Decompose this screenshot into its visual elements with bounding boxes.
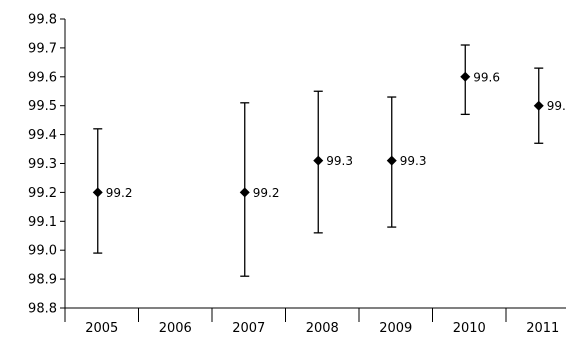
data-label: 99.3 (326, 154, 353, 168)
x-tick-label: 2007 (232, 321, 265, 336)
diamond-marker (460, 71, 471, 82)
data-label: 99.5 (547, 99, 566, 113)
diamond-marker (239, 187, 250, 198)
data-label: 99.6 (473, 70, 500, 84)
y-tick-label: 98.9 (28, 273, 57, 288)
data-labels: 99.2 99.2 99.3 99.3 99.6 99.5 (106, 70, 566, 200)
data-label: 99.2 (106, 186, 133, 200)
y-tick-label: 99.7 (28, 41, 57, 56)
data-label: 99.3 (400, 154, 427, 168)
y-tick-label: 99.4 (28, 128, 57, 143)
x-tick-label: 2005 (85, 321, 118, 336)
y-tick-label: 99.2 (28, 186, 57, 201)
y-tick-label: 99.0 (28, 244, 57, 259)
x-tick-label: 2010 (453, 321, 486, 336)
y-tick-labels: 98.8 98.9 99.0 99.1 99.2 99.3 99.4 99.5 99.6 99.7… (28, 13, 57, 317)
x-tick-label: 2008 (306, 321, 339, 336)
axes (60, 18, 566, 322)
diamond-marker (313, 155, 324, 166)
x-tick-label: 2011 (526, 321, 559, 336)
data-markers (92, 71, 544, 198)
y-tick-label: 99.8 (28, 13, 57, 28)
x-tick-label: 2006 (159, 321, 192, 336)
y-tick-label: 99.5 (28, 99, 57, 114)
y-tick-label: 98.8 (28, 302, 57, 317)
diamond-marker (92, 187, 103, 198)
diamond-marker (386, 155, 397, 166)
data-label: 99.2 (253, 186, 280, 200)
x-tick-label: 2009 (379, 321, 412, 336)
x-tick-labels: 2005 2006 2007 2008 2009 2010 2011 (85, 321, 559, 336)
y-tick-label: 99.6 (28, 70, 57, 85)
diamond-marker (533, 100, 544, 111)
y-tick-label: 99.1 (28, 215, 57, 230)
y-tick-label: 99.3 (28, 157, 57, 172)
